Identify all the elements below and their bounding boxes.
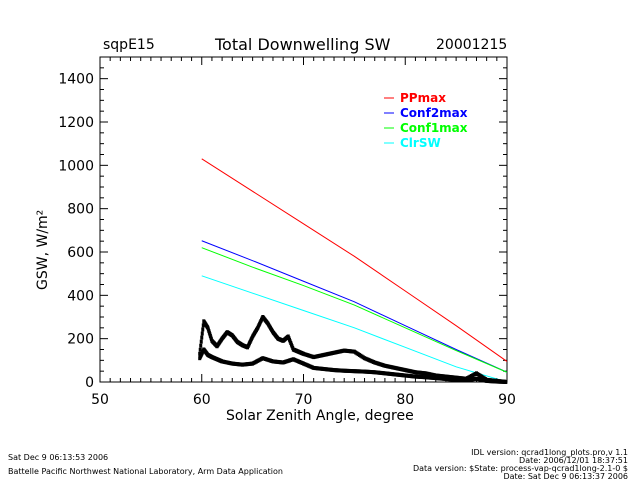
date-label: 20001215 bbox=[436, 37, 508, 53]
y-tick-label: 1000 bbox=[58, 158, 94, 174]
series-line-ppmax bbox=[201, 158, 508, 362]
footer-idl-date: Date: 2006/12/01 18:37:51 bbox=[519, 456, 628, 465]
data-point bbox=[200, 335, 204, 340]
data-point bbox=[198, 351, 202, 356]
chart-title: Total Downwelling SW bbox=[215, 35, 391, 54]
y-tick-label: 600 bbox=[67, 245, 94, 261]
x-tick-label: 80 bbox=[396, 392, 414, 408]
x-tick-label: 90 bbox=[498, 392, 516, 408]
legend-label: PPmax bbox=[400, 91, 446, 105]
y-axis-label: GSW, W/m² bbox=[35, 210, 51, 290]
data-point bbox=[198, 347, 202, 352]
footer-data-version: Data version: $State: process-vap-qcrad1… bbox=[412, 464, 628, 473]
data-point bbox=[200, 331, 204, 336]
y-tick-label: 200 bbox=[67, 332, 94, 348]
series-line-conf1max bbox=[201, 247, 508, 373]
site-label: sqpE15 bbox=[103, 37, 155, 53]
legend-label: ClrSW bbox=[400, 136, 441, 150]
y-tick-label: 800 bbox=[67, 202, 94, 218]
x-tick-label: 70 bbox=[295, 392, 313, 408]
y-tick-label: 1400 bbox=[58, 72, 94, 88]
footer-data-date: Date: Sat Dec 9 06:13:37 2006 bbox=[503, 472, 628, 481]
plot-area bbox=[198, 158, 508, 384]
axes: 50 60 70 80 90 0 200 400 600 800 1000 1200 1400 bbox=[58, 56, 516, 408]
y-tick-label: 1200 bbox=[58, 115, 94, 131]
footer-organization: Battelle Pacific Northwest National Labo… bbox=[8, 467, 283, 476]
y-tick-label: 400 bbox=[67, 288, 94, 304]
legend-label: Conf2max bbox=[400, 106, 468, 120]
data-point bbox=[201, 327, 205, 332]
footer-timestamp: Sat Dec 9 06:13:53 2006 bbox=[8, 453, 109, 462]
series-line-clrsw bbox=[201, 275, 508, 383]
data-point bbox=[199, 343, 203, 348]
series-line-conf2max bbox=[201, 240, 508, 373]
x-tick-label: 50 bbox=[91, 392, 109, 408]
x-axis-label: Solar Zenith Angle, degree bbox=[226, 408, 414, 424]
data-point bbox=[504, 379, 508, 384]
legend-label: Conf1max bbox=[400, 121, 468, 135]
footer-idl-version: IDL version: qcrad1long_plots.pro,v 1.1 bbox=[471, 448, 628, 457]
data-point bbox=[199, 339, 203, 344]
data-point bbox=[201, 323, 205, 328]
x-tick-label: 60 bbox=[193, 392, 211, 408]
y-tick-label: 0 bbox=[85, 375, 94, 391]
